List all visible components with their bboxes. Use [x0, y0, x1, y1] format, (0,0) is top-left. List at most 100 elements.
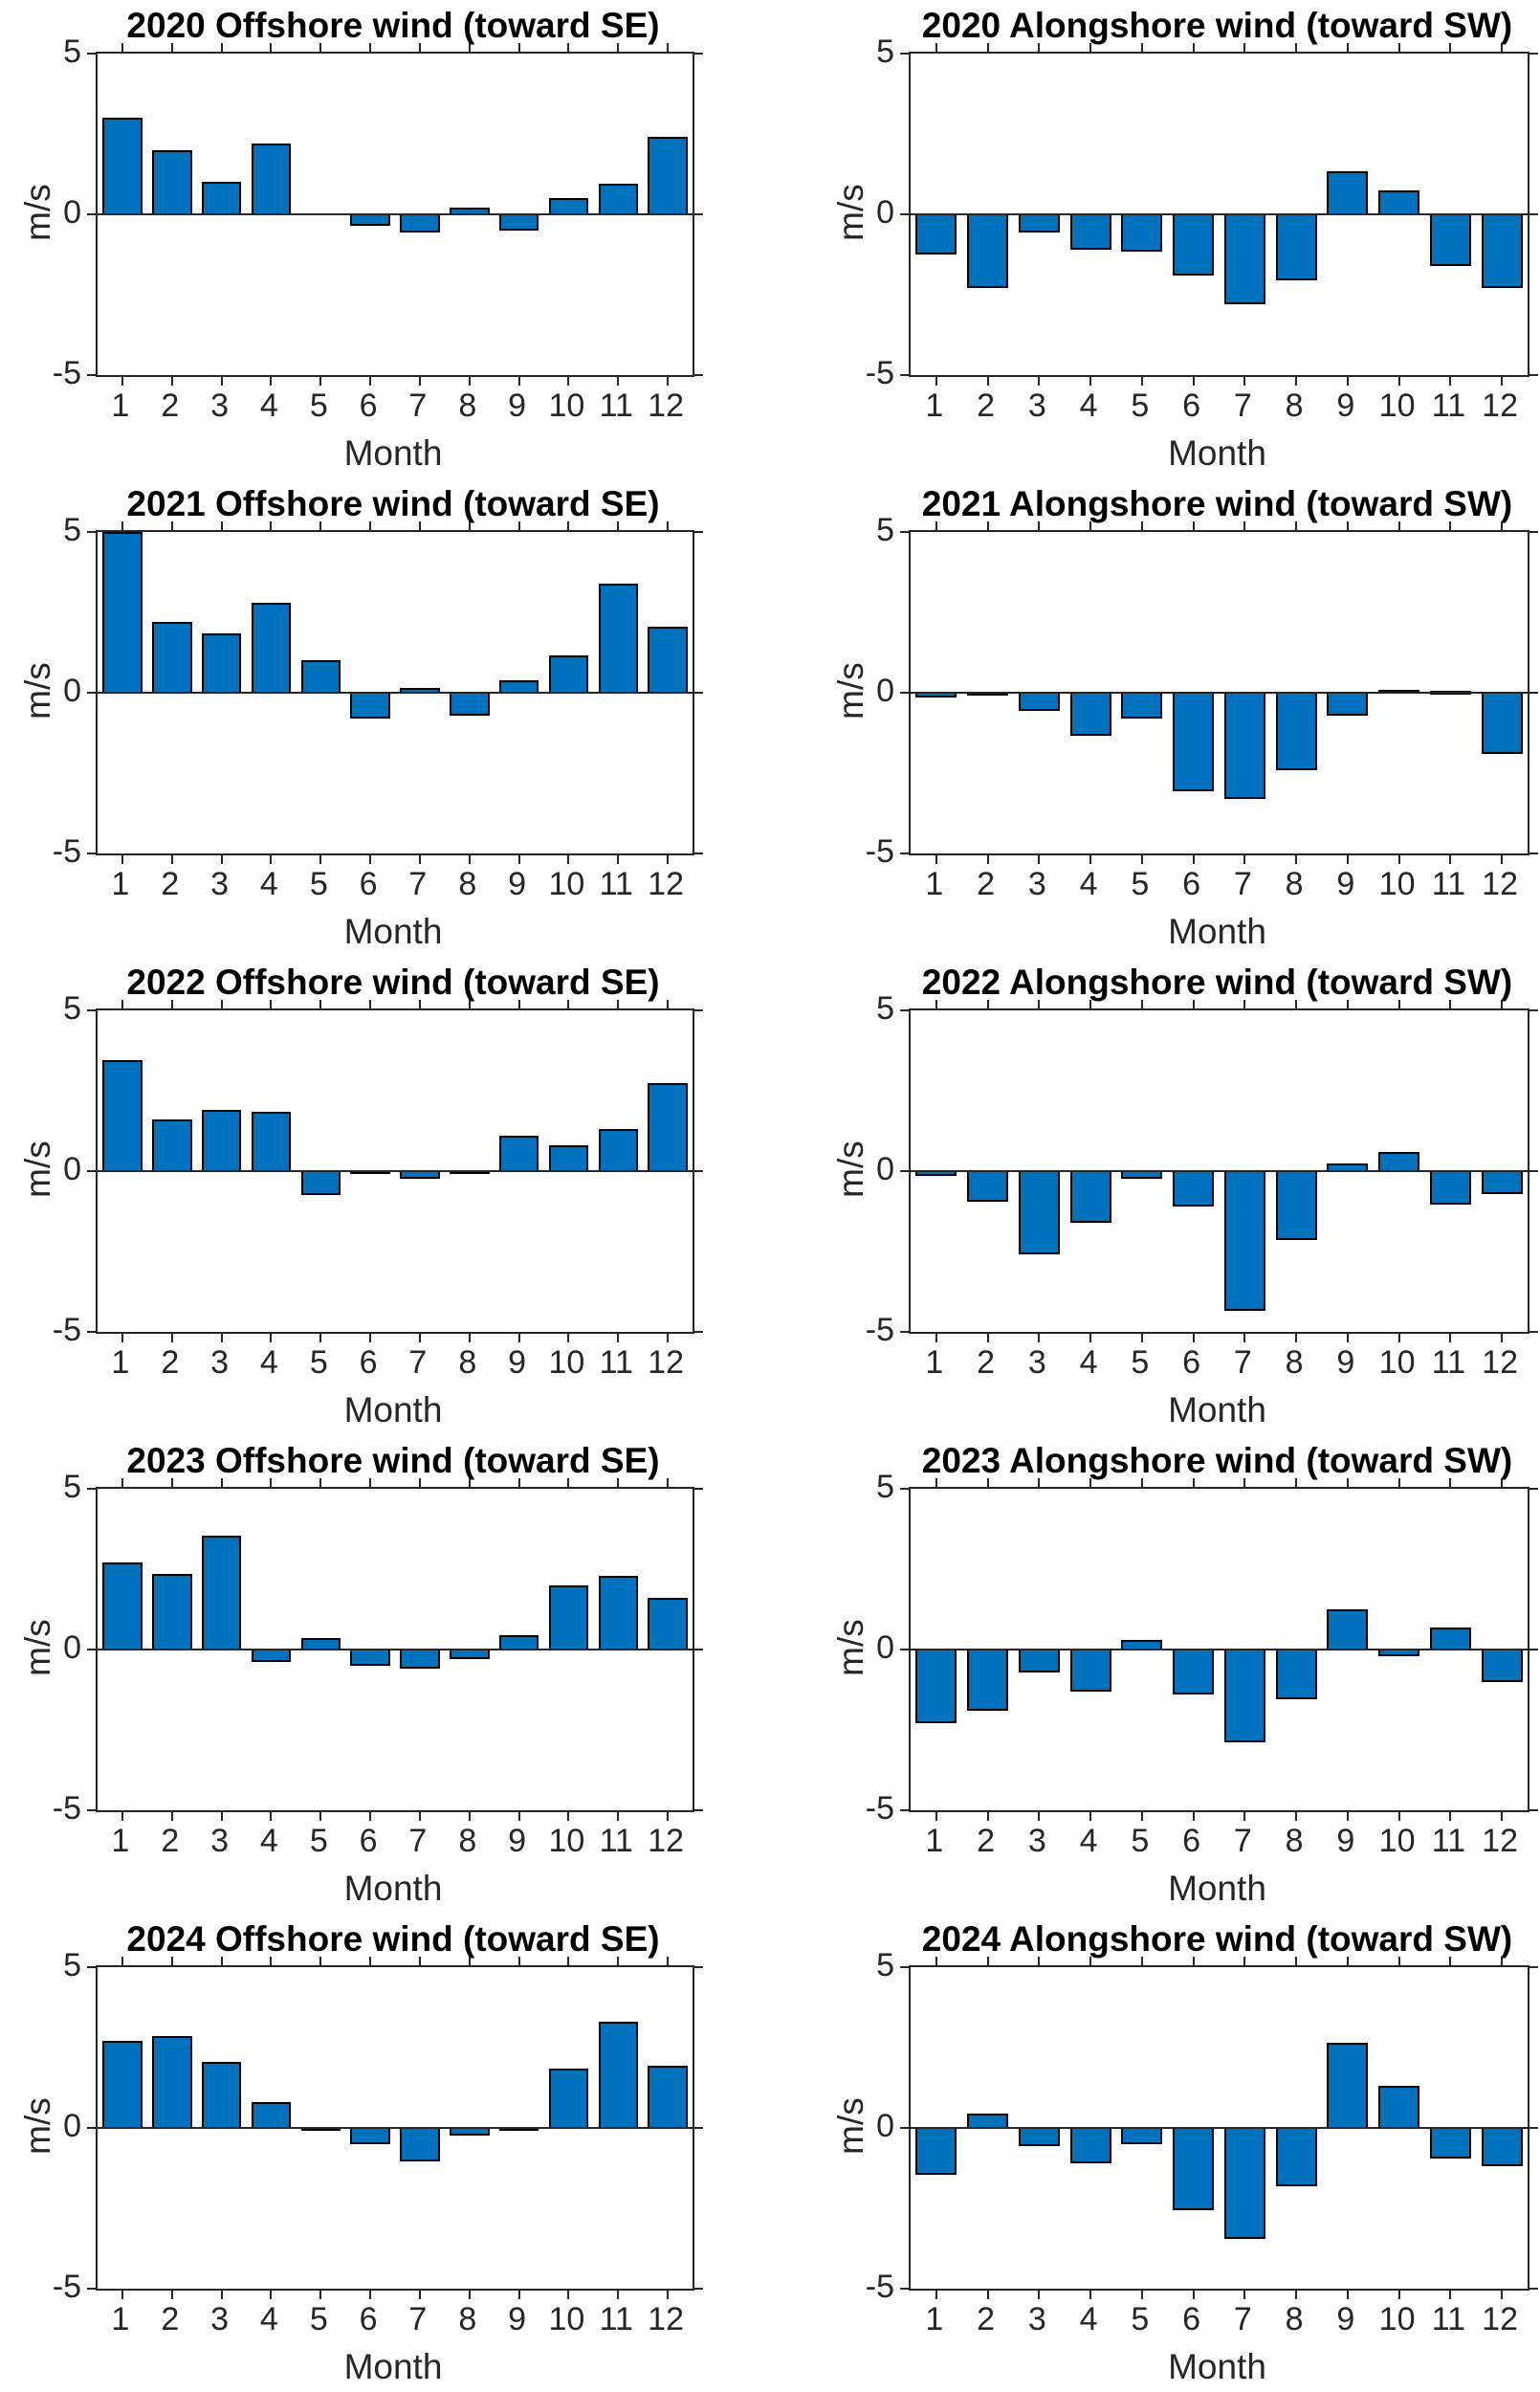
- x-tick-top: [935, 521, 937, 530]
- x-tick-bottom: [369, 1812, 372, 1821]
- y-tick-label: -5: [865, 355, 894, 391]
- y-tick-right: [1529, 1009, 1538, 1011]
- zero-line: [911, 692, 1528, 694]
- x-tick-bottom: [1038, 1334, 1041, 1342]
- y-tick-right: [1529, 1488, 1538, 1490]
- x-tick-top: [986, 1000, 989, 1008]
- y-tick-left: [900, 2288, 909, 2290]
- x-axis-label: Month: [343, 2347, 443, 2386]
- x-tick-bottom: [1346, 1812, 1349, 1821]
- x-tick-label: 3: [210, 1344, 230, 1381]
- x-tick-bottom: [1243, 1812, 1246, 1821]
- x-tick-top: [1192, 521, 1195, 530]
- x-tick-label: 5: [1131, 388, 1150, 424]
- y-axis-label: m/s: [831, 2097, 870, 2155]
- x-tick-label: 5: [1131, 866, 1150, 902]
- y-tick-label: 5: [876, 33, 894, 70]
- bar-month-12: [1481, 1649, 1523, 1682]
- y-tick-label: -5: [865, 1790, 894, 1827]
- x-tick-bottom: [617, 855, 620, 864]
- x-tick-top: [1089, 1000, 1092, 1008]
- x-tick-top: [1038, 1957, 1041, 1965]
- y-tick-right: [1529, 1966, 1538, 1968]
- x-tick-top: [468, 1478, 471, 1487]
- bar-month-7: [400, 1649, 440, 1670]
- bar-month-12: [648, 627, 688, 694]
- x-tick-top: [1295, 43, 1298, 52]
- x-tick-top: [617, 521, 620, 530]
- x-tick-label: 3: [210, 388, 230, 424]
- x-tick-top: [1295, 1478, 1298, 1487]
- x-tick-label: 7: [1233, 388, 1252, 424]
- x-tick-top: [617, 1957, 620, 1965]
- y-axis-label: m/s: [831, 662, 870, 720]
- y-tick-label: 0: [876, 1151, 894, 1187]
- x-tick-label: 9: [508, 388, 527, 424]
- x-tick-bottom: [319, 1812, 322, 1821]
- chart-title: 2023 Alongshore wind (toward SW): [921, 1441, 1513, 1480]
- bar-month-10: [548, 1145, 589, 1172]
- bar-month-7: [400, 2127, 440, 2162]
- x-axis-label: Month: [1168, 1390, 1266, 1429]
- bar-month-12: [648, 1082, 688, 1172]
- bar-month-2: [152, 622, 192, 694]
- x-tick-bottom: [1501, 2291, 1504, 2299]
- y-tick-right: [694, 2127, 703, 2129]
- bar-month-4: [1069, 1649, 1111, 1692]
- plot-area: [87, 1957, 703, 2299]
- x-tick-top: [1501, 43, 1504, 52]
- x-tick-bottom: [1501, 1334, 1504, 1342]
- x-tick-bottom: [1140, 377, 1143, 386]
- x-tick-label: 2: [977, 2301, 996, 2337]
- plot-area: [900, 43, 1538, 386]
- bar-month-8: [1275, 692, 1317, 770]
- x-tick-bottom: [1397, 1334, 1400, 1342]
- x-tick-bottom: [986, 1334, 989, 1342]
- bar-month-11: [1429, 213, 1471, 266]
- y-tick-left: [87, 374, 96, 376]
- y-tick-label: 5: [63, 33, 81, 70]
- bar-month-10: [548, 2068, 589, 2129]
- x-tick-label: 1: [111, 866, 130, 902]
- chart-title: 2022 Alongshore wind (toward SW): [921, 963, 1513, 1002]
- x-tick-label: 8: [458, 866, 477, 902]
- x-tick-top: [1243, 1478, 1246, 1487]
- x-tick-label: 5: [309, 866, 328, 902]
- x-tick-label: 7: [408, 1344, 428, 1381]
- y-tick-label: 0: [63, 673, 81, 709]
- chart-2023-offshore-se: 2023 Offshore wind (toward SE) 1 2 3 4 5 6 7 8 9 1…: [0, 1435, 770, 1914]
- x-tick-top: [1501, 1000, 1504, 1008]
- bar-month-4: [251, 2102, 292, 2129]
- x-tick-label: 5: [1131, 1344, 1150, 1381]
- x-tick-label: 10: [548, 866, 585, 902]
- x-tick-bottom: [935, 1334, 937, 1342]
- x-tick-label: 1: [111, 388, 130, 424]
- x-tick-label: 4: [259, 388, 278, 424]
- x-tick-label: 2: [161, 866, 180, 902]
- y-tick-label: -5: [52, 1312, 81, 1348]
- x-tick-label: 9: [508, 1344, 527, 1381]
- x-tick-bottom: [1089, 377, 1092, 386]
- x-tick-bottom: [986, 2291, 989, 2299]
- x-tick-bottom: [468, 1812, 471, 1821]
- y-tick-left: [87, 1809, 96, 1811]
- x-tick-bottom: [1089, 855, 1092, 864]
- chart-title: 2021 Offshore wind (toward SE): [126, 484, 660, 523]
- bar-month-1: [102, 1562, 143, 1650]
- y-tick-right: [694, 1966, 703, 1968]
- x-axis-label: Month: [1168, 1869, 1266, 1908]
- x-tick-bottom: [517, 1334, 520, 1342]
- y-tick-label: 5: [63, 990, 81, 1027]
- y-tick-left: [87, 2288, 96, 2290]
- y-tick-left: [900, 1809, 909, 1811]
- bar-month-6: [1173, 1649, 1215, 1694]
- y-tick-right: [694, 531, 703, 533]
- y-axis-label: m/s: [831, 1141, 870, 1198]
- x-tick-bottom: [1192, 2291, 1195, 2299]
- x-tick-top: [1038, 43, 1041, 52]
- bar-month-5: [1121, 692, 1163, 719]
- x-tick-label: 10: [548, 388, 585, 424]
- x-axis-label: Month: [1168, 2347, 1266, 2386]
- bar-month-2: [967, 213, 1009, 289]
